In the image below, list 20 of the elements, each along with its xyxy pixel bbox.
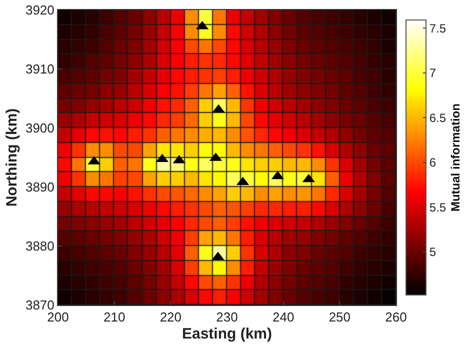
color-bar-label: 5.5 <box>429 200 446 214</box>
x-tick-label: 240 <box>272 310 294 325</box>
color-bar-label: 7 <box>429 66 436 80</box>
color-bar-label: 5 <box>429 245 436 260</box>
color-bar-label: 6.5 <box>429 110 446 125</box>
y-tick-label: 3890 <box>25 180 54 195</box>
color-bar-label: 7.5 <box>429 21 446 36</box>
x-tick-label: 220 <box>160 310 182 325</box>
x-axis-title: Easting (km) <box>182 326 272 343</box>
y-axis-title: Northing (km) <box>4 108 21 207</box>
y-tick-label: 3920 <box>25 2 54 18</box>
y-tick-label: 3910 <box>25 62 54 77</box>
x-tick-label: 230 <box>216 310 238 325</box>
color-bar-label: 6 <box>429 156 436 170</box>
x-tick-label: 210 <box>103 310 126 325</box>
x-tick-label: 260 <box>385 310 407 325</box>
color-bar-title: Mutual information <box>448 104 462 212</box>
y-tick-label: 3880 <box>25 238 54 254</box>
y-tick-label: 3900 <box>25 120 54 136</box>
x-tick-label: 250 <box>328 310 351 325</box>
